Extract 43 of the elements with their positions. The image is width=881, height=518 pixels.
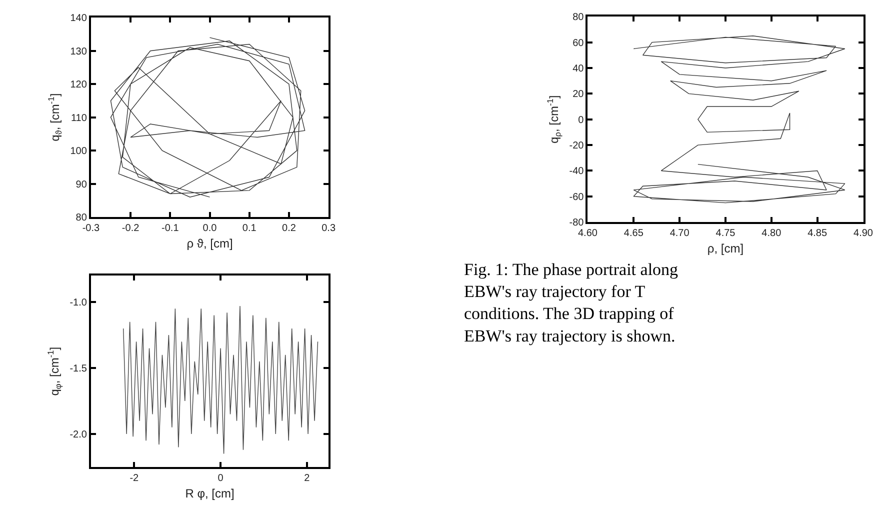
- x-tick-label: -0.3: [82, 223, 100, 234]
- x-tick-label: 4.90: [854, 228, 874, 240]
- y-tick-label: 90: [76, 179, 88, 190]
- y-tick-label: -2.0: [70, 430, 88, 440]
- y-tick-label: 0: [578, 114, 584, 126]
- y-tick-label: 130: [70, 46, 88, 58]
- x-tick-label: 0: [218, 472, 224, 484]
- x-tick-label: -0.1: [162, 223, 180, 234]
- line-series: [122, 306, 318, 454]
- x-tick-label: 0.0: [202, 223, 218, 234]
- y-tick-label: 140: [70, 13, 88, 24]
- y-tick-label: -80: [569, 218, 584, 229]
- y-tick-label: 110: [70, 112, 88, 124]
- y-tick-label: 120: [70, 80, 88, 91]
- x-tick-label: 0.3: [322, 223, 336, 234]
- y-tick-label: 60: [572, 38, 584, 49]
- y-tick-label: -1.5: [70, 364, 88, 375]
- x-tick-label: 4.60: [578, 228, 598, 240]
- x-tick-label: 4.85: [808, 228, 828, 240]
- y-tick-label: 80: [572, 12, 584, 24]
- y-tick-label: 20: [572, 89, 584, 100]
- y-tick-label: -60: [569, 192, 584, 203]
- line-series: [633, 36, 846, 204]
- x-axis-title: ρ, [cm]: [707, 241, 744, 256]
- x-tick-label: 0.2: [282, 223, 296, 234]
- line-series: [110, 37, 306, 198]
- y-tick-label: -20: [569, 140, 584, 152]
- x-tick-label: 0.1: [242, 223, 257, 234]
- y-tick-label: 100: [70, 146, 88, 158]
- x-tick-label: 4.65: [624, 228, 644, 240]
- y-tick-label: 80: [76, 212, 88, 224]
- y-tick-label: 40: [572, 64, 584, 74]
- x-tick-label: -0.2: [122, 223, 140, 234]
- x-tick-label: 4.80: [762, 228, 782, 240]
- y-tick-label: -1.0: [70, 298, 88, 309]
- x-tick-label: -2: [130, 472, 140, 484]
- x-tick-label: 2: [304, 472, 310, 484]
- y-tick-label: -40: [569, 166, 584, 178]
- x-tick-label: 4.75: [716, 228, 736, 240]
- x-axis-title: R φ, [cm]: [185, 486, 234, 500]
- caption: Fig. 1: The phase portrait along EBW's ray trajectory for T conditions. The 3D trapping of EBW's ray trajectory is shown.: [464, 260, 679, 346]
- x-axis-title: ρ ϑ, [cm]: [186, 236, 233, 250]
- x-tick-label: 4.70: [670, 228, 690, 240]
